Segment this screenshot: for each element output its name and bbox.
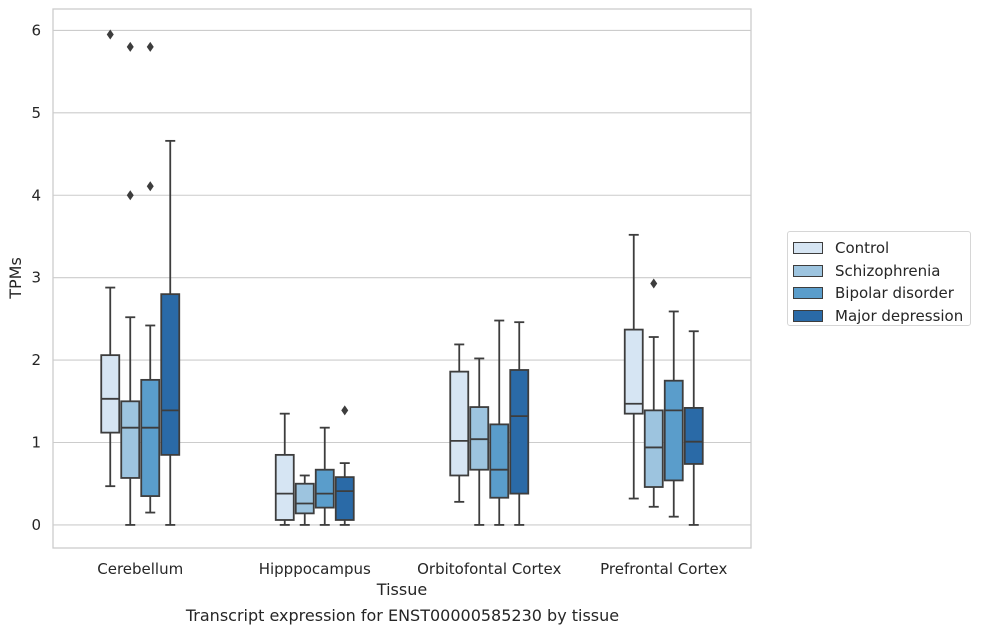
plot-frame: [52, 8, 752, 549]
iqr-box: [294, 482, 315, 515]
legend-label-major-depression: Major depression: [835, 306, 964, 325]
legend-item-major-depression: Major depression: [793, 305, 970, 328]
x-axis-label: Tissue: [376, 580, 427, 599]
legend-label-control: Control: [835, 239, 890, 258]
y-tick-label: 4: [31, 186, 41, 204]
box-2-3: [509, 321, 530, 526]
y-tick-label: 6: [31, 21, 41, 39]
y-tick-labels: 0 1 2 3 4 5 6: [31, 21, 41, 533]
box-2-2: [489, 319, 510, 526]
box-2-1: [469, 357, 490, 526]
x-tick-label: Hipppocampus: [259, 560, 371, 578]
iqr-box: [623, 328, 644, 415]
box-0-0: [100, 29, 121, 488]
legend: Control Schizophrenia Bipolar disorder M…: [787, 231, 971, 326]
y-tick-label: 3: [31, 269, 41, 287]
outlier-marker: [341, 405, 349, 416]
box-1-0: [274, 412, 295, 526]
iqr-box: [140, 378, 161, 497]
box-0-3: [160, 139, 181, 526]
iqr-box: [160, 293, 181, 456]
box-1-3: [334, 405, 355, 526]
iqr-box: [314, 468, 335, 509]
legend-swatch-schizophrenia: [793, 264, 823, 277]
outlier-marker: [126, 41, 134, 52]
legend-label-bipolar-disorder: Bipolar disorder: [835, 284, 954, 303]
outlier-marker: [146, 181, 154, 192]
outlier-marker: [106, 29, 114, 40]
outlier-marker: [146, 41, 154, 52]
y-tick-label: 2: [31, 351, 41, 369]
iqr-box: [683, 406, 704, 465]
box-3-3: [683, 330, 704, 526]
box-1-2: [314, 426, 335, 526]
legend-item-bipolar-disorder: Bipolar disorder: [793, 282, 970, 305]
legend-swatch-major-depression: [793, 309, 823, 322]
legend-item-control: Control: [793, 237, 970, 260]
iqr-box: [489, 423, 510, 499]
iqr-box: [449, 370, 470, 477]
x-tick-labels: Cerebellum Hipppocampus Orbitofontal Corte…: [97, 560, 727, 578]
x-tick-label: Orbitofontal Cortex: [417, 560, 561, 578]
legend-swatch-control: [793, 242, 823, 255]
iqr-box: [663, 379, 684, 482]
iqr-box: [334, 476, 355, 521]
box-3-1: [643, 278, 664, 508]
box-3-0: [623, 233, 644, 500]
outlier-marker: [126, 190, 134, 201]
iqr-box: [120, 400, 141, 479]
x-tick-label: Prefrontal Cortex: [600, 560, 727, 578]
legend-swatch-bipolar-disorder: [793, 287, 823, 300]
box-0-2: [140, 41, 161, 514]
box-0-1: [120, 41, 141, 526]
chart-caption: Transcript expression for ENST0000058523…: [185, 606, 620, 625]
iqr-box: [274, 453, 295, 521]
y-tick-label: 5: [31, 104, 41, 122]
x-tick-label: Cerebellum: [97, 560, 183, 578]
box-3-2: [663, 310, 684, 518]
y-axis-label: TPMs: [6, 257, 25, 300]
box-layer: [100, 29, 704, 526]
legend-label-schizophrenia: Schizophrenia: [835, 261, 941, 280]
y-tick-label: 0: [31, 516, 41, 534]
box-1-1: [294, 474, 315, 526]
iqr-box: [509, 369, 530, 495]
iqr-box: [100, 354, 121, 434]
iqr-box: [643, 409, 664, 488]
legend-item-schizophrenia: Schizophrenia: [793, 260, 970, 283]
outlier-marker: [650, 278, 658, 289]
y-tick-label: 1: [31, 434, 41, 452]
box-2-0: [449, 343, 470, 503]
